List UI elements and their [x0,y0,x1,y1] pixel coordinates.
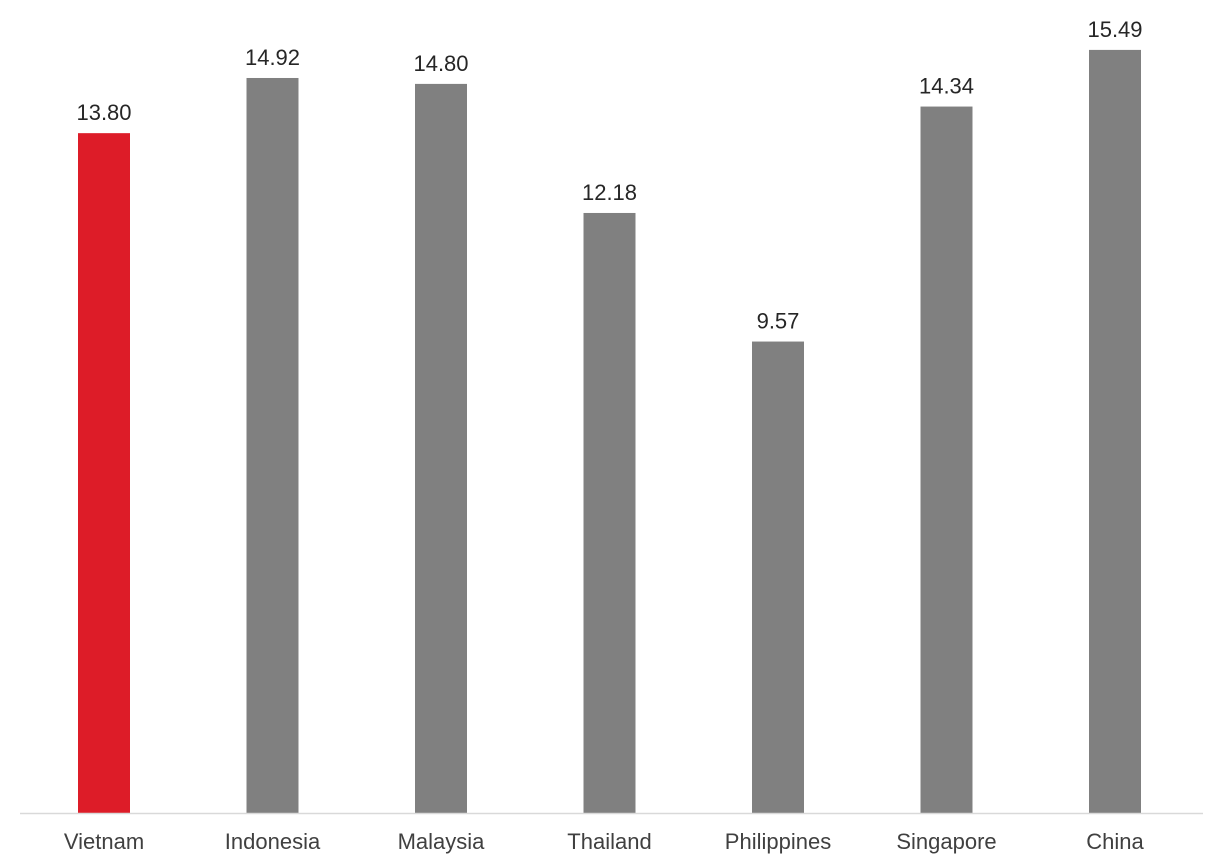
bar-singapore [920,106,973,813]
value-labels-layer: 13.80 14.92 14.80 12.18 9.57 14.34 15.49 [76,17,1142,334]
bar-philippines [752,341,804,813]
value-label-thailand: 12.18 [582,180,637,205]
category-label-philippines: Philippines [725,829,831,854]
value-label-vietnam: 13.80 [76,100,131,125]
category-labels-layer: Vietnam Indonesia Malaysia Thailand Philippi… [64,829,1145,854]
bar-china [1089,49,1141,813]
category-label-vietnam: Vietnam [64,829,144,854]
category-label-thailand: Thailand [567,829,651,854]
category-label-indonesia: Indonesia [225,829,321,854]
value-label-malaysia: 14.80 [413,51,468,76]
bar-thailand [583,212,636,814]
value-label-philippines: 9.57 [757,309,800,334]
bar-malaysia [415,83,467,814]
bars-layer [78,49,1141,814]
category-label-malaysia: Malaysia [398,829,486,854]
value-label-china: 15.49 [1087,17,1142,42]
bar-indonesia [246,77,299,813]
value-label-indonesia: 14.92 [245,45,300,70]
category-label-china: China [1086,829,1144,854]
value-label-singapore: 14.34 [919,74,974,99]
category-label-singapore: Singapore [896,829,996,854]
bar-vietnam [78,133,130,813]
